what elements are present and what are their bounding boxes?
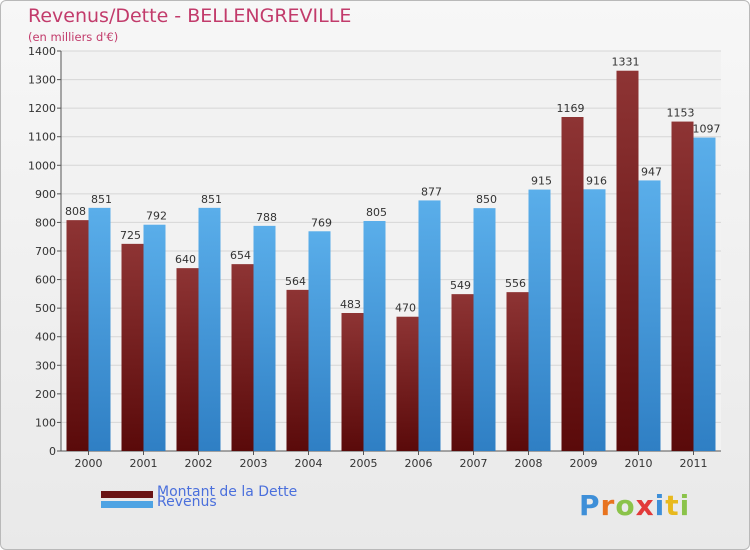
data-label-debt-2004: 564	[285, 275, 306, 288]
bar-debt-2010	[616, 70, 639, 451]
bar-revenus-2009	[583, 189, 606, 452]
bar-debt-2006	[396, 316, 419, 451]
bar-debt-2009	[561, 117, 584, 451]
x-tick-label-2003: 2003	[240, 457, 268, 470]
label-layer: 808 851 725 792 640 851 654 788 564 769 483 805 470 8…	[65, 56, 721, 315]
y-tick-label-300: 300	[35, 359, 56, 372]
bar-revenus-2010	[638, 180, 661, 451]
y-tick-label-800: 800	[35, 216, 56, 229]
data-label-debt-2005: 483	[340, 298, 361, 311]
data-label-revenus-2010: 947	[641, 165, 662, 178]
bar-debt-2007	[451, 294, 474, 451]
x-tick-label-2001: 2001	[130, 457, 158, 470]
bar-debt-2008	[506, 292, 529, 451]
x-tick-label-2010: 2010	[625, 457, 653, 470]
y-tick-label-200: 200	[35, 388, 56, 401]
logo-letter-x: x	[635, 489, 655, 522]
y-tick-label-0: 0	[49, 445, 56, 458]
bar-debt-2011	[671, 121, 694, 452]
x-tick-label-2007: 2007	[460, 457, 488, 470]
grid-layer	[61, 50, 721, 452]
bar-revenus-2006	[418, 200, 441, 451]
logo-letter-i1: i	[654, 489, 666, 522]
bar-revenus-2003	[253, 225, 276, 451]
y-tick-label-900: 900	[35, 188, 56, 201]
x-tick-label-2000: 2000	[75, 457, 103, 470]
legend-label-debt: Montant de la Dette	[157, 484, 298, 500]
data-label-revenus-2003: 788	[256, 211, 277, 224]
logo-letter-o: o	[615, 489, 636, 522]
bar-revenus-2001	[143, 224, 166, 451]
y-tick-label-1200: 1200	[28, 102, 56, 115]
data-label-debt-2001: 725	[120, 229, 141, 242]
x-tick-label-2011: 2011	[680, 457, 708, 470]
data-label-revenus-2005: 805	[366, 206, 387, 219]
data-label-debt-2010: 1331	[612, 56, 640, 69]
y-tick-label-1300: 1300	[28, 74, 56, 87]
y-tick-label-1100: 1100	[28, 131, 56, 144]
data-label-debt-2002: 640	[175, 253, 196, 266]
data-label-revenus-2009: 916	[586, 174, 607, 187]
legend-swatch-revenus	[101, 501, 153, 508]
data-label-debt-2008: 556	[505, 277, 526, 290]
y-tick-label-500: 500	[35, 302, 56, 315]
chart-subtitle: (en milliers d'€)	[28, 30, 119, 44]
data-label-debt-2003: 654	[230, 249, 251, 262]
data-label-revenus-2008: 915	[531, 175, 552, 188]
data-label-debt-2000: 808	[65, 205, 86, 218]
data-label-debt-2009: 1169	[557, 102, 585, 115]
bar-debt-2003	[231, 264, 254, 451]
bar-revenus-2008	[528, 189, 551, 452]
bar-revenus-2000	[88, 207, 111, 451]
x-tick-label-2006: 2006	[405, 457, 433, 470]
proxiti-logo: Proxiti	[579, 489, 690, 522]
y-tick-label-700: 700	[35, 245, 56, 258]
y-tick-label-600: 600	[35, 274, 56, 287]
data-label-revenus-2007: 850	[476, 193, 497, 206]
y-tick-label-400: 400	[35, 331, 56, 344]
bar-debt-2002	[176, 268, 199, 451]
legend-label-revenus: Revenus	[157, 494, 217, 510]
y-tick-label-1400: 1400	[28, 45, 56, 58]
data-label-revenus-2002: 851	[201, 193, 222, 206]
data-label-revenus-2004: 769	[311, 216, 332, 229]
logo-letter-i2: i	[679, 489, 691, 522]
data-label-revenus-2000: 851	[91, 193, 112, 206]
bar-revenus-2005	[363, 221, 386, 451]
data-label-debt-2007: 549	[450, 279, 471, 292]
axis-layer: 0 100 200 300 400 500 600 700 800 900 1000 1100 1200…	[28, 45, 721, 470]
bar-revenus-2007	[473, 208, 496, 451]
legend-swatch-debt	[101, 491, 153, 498]
data-label-revenus-2001: 792	[146, 210, 167, 223]
bar-revenus-2002	[198, 207, 221, 451]
bar-layer	[66, 70, 716, 452]
logo-letter-r: r	[600, 489, 616, 522]
data-label-debt-2011: 1153	[667, 107, 695, 120]
bar-revenus-2011	[693, 137, 716, 452]
bar-debt-2000	[66, 220, 89, 451]
data-label-revenus-2011: 1097	[693, 123, 721, 136]
chart-title: Revenus/Dette - BELLENGREVILLE	[28, 5, 352, 27]
bar-debt-2005	[341, 313, 364, 451]
x-tick-label-2008: 2008	[515, 457, 543, 470]
logo-letter-t: t	[665, 489, 680, 522]
y-tick-label-1000: 1000	[28, 159, 56, 172]
y-tick-label-100: 100	[35, 416, 56, 429]
x-tick-label-2005: 2005	[350, 457, 378, 470]
data-label-debt-2006: 470	[395, 302, 416, 315]
bar-debt-2004	[286, 289, 309, 451]
data-label-revenus-2006: 877	[421, 185, 442, 198]
x-tick-label-2009: 2009	[570, 457, 598, 470]
x-tick-label-2004: 2004	[295, 457, 323, 470]
bar-debt-2001	[121, 243, 144, 451]
x-tick-label-2002: 2002	[185, 457, 213, 470]
bar-revenus-2004	[308, 231, 331, 451]
logo-letter-p: P	[579, 489, 601, 522]
